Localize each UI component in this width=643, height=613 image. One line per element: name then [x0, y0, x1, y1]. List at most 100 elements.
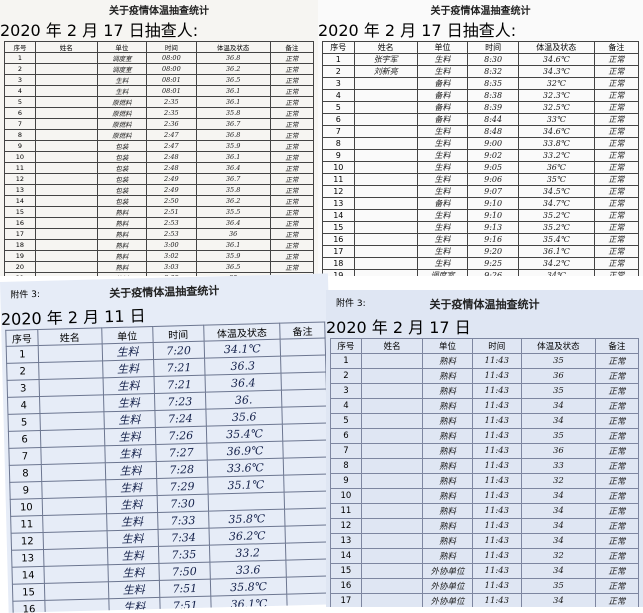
cell-time: 11:43 — [472, 579, 521, 594]
cell-unit: 生料 — [104, 427, 155, 445]
cell-temp: 35.5 — [196, 207, 270, 218]
cell-temp: 36.4 — [196, 163, 270, 174]
cell-time: 9:02 — [468, 150, 519, 162]
cell-note: 正常 — [595, 429, 638, 444]
cell-note: 正常 — [595, 579, 638, 594]
form-title: 关于疫情体温抽查统计 — [318, 0, 643, 17]
cell-temp: 34.3℃ — [518, 66, 594, 78]
cell-time: 2:36 — [147, 119, 196, 130]
empty-cell — [361, 444, 423, 459]
cell-unit: 生料 — [417, 150, 468, 162]
empty-cell — [361, 474, 423, 489]
cell-unit: 原燃料 — [97, 119, 146, 130]
cell-temp: 33.2 — [209, 543, 286, 562]
cell-time: 9:07 — [468, 186, 519, 198]
header-cell: 姓名 — [354, 42, 417, 54]
cell-time: 7:33 — [157, 511, 208, 529]
empty-cell — [361, 369, 423, 384]
cell-unit: 备料 — [417, 198, 468, 210]
header-cell: 时间 — [147, 42, 196, 53]
cell-time: 2:48 — [147, 152, 196, 163]
cell-unit: 调度室 — [417, 270, 468, 277]
cell-note: 正常 — [270, 240, 313, 251]
cell-temp: 35.2℃ — [518, 210, 594, 222]
cell-unit: 生料 — [108, 580, 159, 598]
cell-note: 正常 — [595, 519, 638, 534]
empty-cell — [40, 412, 104, 431]
cell-unit: 生料 — [109, 597, 160, 612]
row-number: 3 — [323, 78, 355, 90]
cell-time: 9:10 — [468, 198, 519, 210]
cell-time: 7:23 — [154, 392, 205, 410]
empty-cell — [35, 273, 97, 277]
row-number: 12 — [323, 186, 355, 198]
header-cell: 单位 — [97, 42, 146, 53]
cell-unit: 外协单位 — [423, 594, 472, 608]
cell-temp: 36.5 — [196, 75, 270, 86]
empty-cell — [354, 114, 417, 126]
row-number: 17 — [5, 229, 36, 240]
cell-temp: 36.7 — [196, 119, 270, 130]
empty-cell — [354, 138, 417, 150]
row-number: 5 — [8, 414, 40, 432]
cell-name: 张宇军 — [354, 54, 417, 66]
empty-cell — [38, 344, 102, 363]
cell-time: 7:34 — [158, 528, 209, 546]
empty-cell — [35, 86, 97, 97]
header-cell: 时间 — [472, 339, 521, 354]
cell-note: 正常 — [594, 102, 638, 114]
cell-note: 正常 — [595, 504, 638, 519]
header-row: 序号姓名单位时间体温及状态备注 — [323, 42, 639, 54]
header-cell: 单位 — [417, 42, 468, 54]
cell-unit: 备料 — [417, 78, 468, 90]
cell-note: 正常 — [595, 369, 638, 384]
cell-note: 正常 — [270, 174, 313, 185]
cell-note: 正常 — [270, 64, 313, 75]
form-title: 关于疫情体温抽查统计 — [326, 290, 643, 314]
cell-time: 3:03 — [147, 262, 196, 273]
empty-cell — [208, 492, 285, 511]
cell-note: 正常 — [270, 119, 313, 130]
cell-note: 正常 — [594, 66, 638, 78]
cell-unit: 熟料 — [423, 549, 472, 564]
form-meta: 2020 年 2 月 17 日抽查人: — [0, 17, 318, 41]
row-number: 9 — [5, 141, 36, 152]
row-number: 2 — [331, 369, 362, 384]
cell-unit: 熟料 — [423, 444, 472, 459]
cell-unit: 生料 — [105, 444, 156, 462]
empty-cell — [286, 542, 331, 560]
cell-unit: 熟料 — [423, 504, 472, 519]
empty-cell — [35, 262, 97, 273]
cell-unit: 生料 — [417, 258, 468, 270]
row-number: 1 — [331, 354, 362, 369]
cell-unit: 熟料 — [423, 519, 472, 534]
header-row: 序号姓名单位时间体温及状态备注 — [5, 42, 314, 53]
header-cell: 姓名 — [361, 339, 423, 354]
cell-temp: 35.9 — [196, 141, 270, 152]
row-number: 1 — [323, 54, 355, 66]
empty-cell — [35, 130, 97, 141]
cell-time: 9:00 — [468, 138, 519, 150]
cell-time: 08:00 — [147, 53, 196, 64]
cell-unit: 熟料 — [423, 459, 472, 474]
cell-time: 2:49 — [147, 185, 196, 196]
row-number: 12 — [11, 532, 43, 550]
cell-temp: 34 — [521, 414, 595, 429]
empty-cell — [354, 210, 417, 222]
cell-time: 8:32 — [468, 66, 519, 78]
cell-note: 正常 — [594, 150, 638, 162]
header-cell: 序号 — [323, 42, 355, 54]
cell-temp: 36℃ — [518, 162, 594, 174]
cell-time: 7:21 — [153, 358, 204, 376]
row-number: 15 — [5, 207, 36, 218]
row-number: 10 — [323, 162, 355, 174]
